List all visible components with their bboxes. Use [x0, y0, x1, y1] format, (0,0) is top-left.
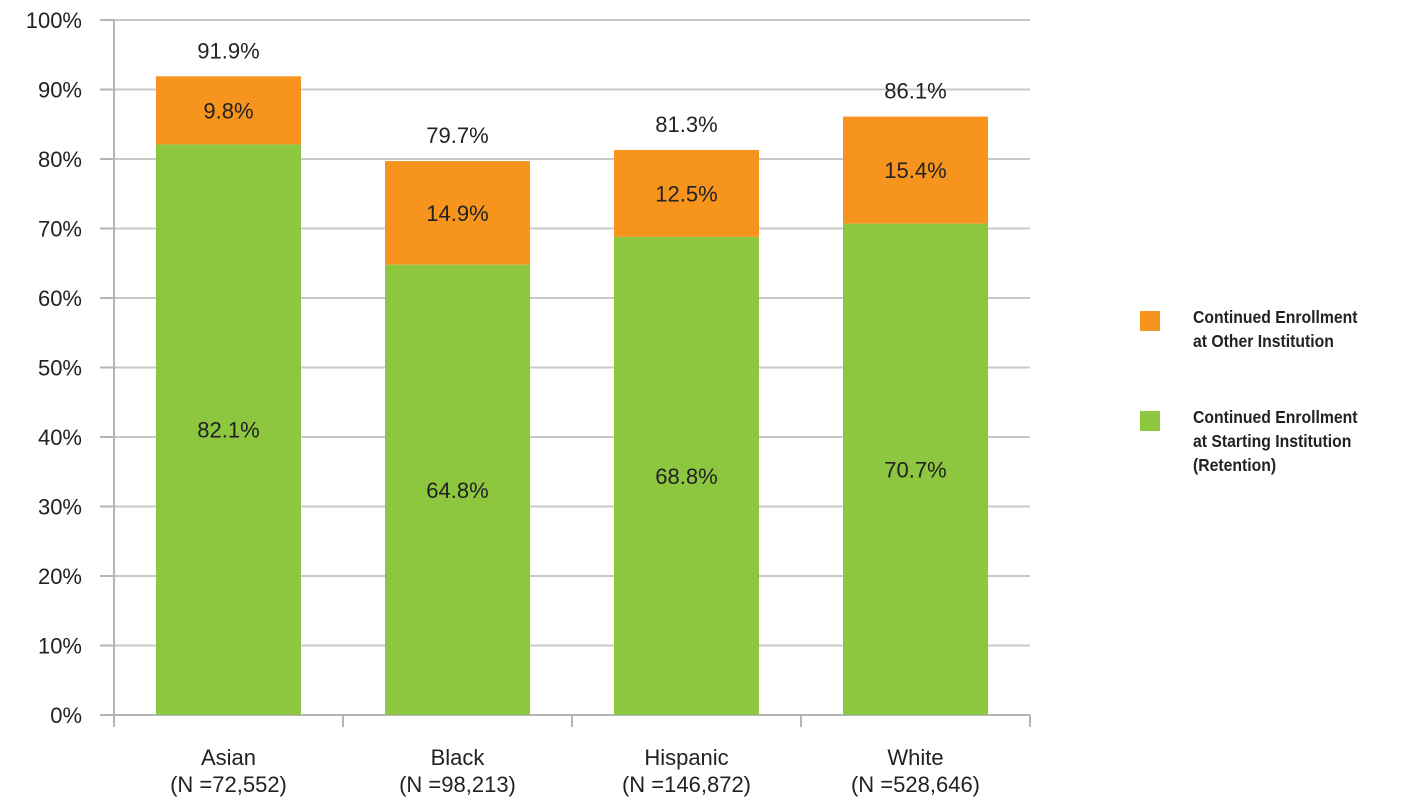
- y-tick-label: 50%: [38, 356, 82, 381]
- legend-label-other-institution: Continued Enrollment at Other Institutio…: [1193, 307, 1358, 351]
- x-category-sublabel: (N =72,552): [170, 772, 287, 797]
- bar-segment-starting-institution: [385, 264, 530, 715]
- legend-item-starting-institution: Continued Enrollment at Starting Institu…: [1140, 405, 1425, 505]
- legend-swatch-other-institution: [1140, 311, 1160, 331]
- bar-segment-other-institution: [614, 149, 759, 237]
- bars: [156, 76, 988, 715]
- data-label-other-institution: 15.4%: [884, 158, 946, 183]
- data-label-total: 91.9%: [197, 38, 259, 63]
- x-category-label: Hispanic: [644, 745, 728, 770]
- bar-segment-starting-institution: [614, 236, 759, 715]
- x-category-label: Black: [431, 745, 486, 770]
- y-tick-label: 100%: [26, 8, 82, 33]
- legend-label-starting-institution: Continued Enrollment at Starting Institu…: [1193, 407, 1358, 475]
- y-tick-label: 70%: [38, 217, 82, 242]
- data-label-total: 81.3%: [655, 112, 717, 137]
- stacked-bar-chart: 0% 10% 20% 30% 40% 50% 60% 70% 80% 90% 100% 82.1% 9…: [26, 8, 1031, 797]
- data-label-total: 86.1%: [884, 79, 946, 104]
- data-label-other-institution: 12.5%: [655, 181, 717, 206]
- legend: Continued Enrollment at Other Institutio…: [1140, 305, 1425, 505]
- y-tick-label: 40%: [38, 425, 82, 450]
- y-tick-label: 20%: [38, 564, 82, 589]
- bar-segment-other-institution: [385, 161, 530, 265]
- legend-swatch-starting-institution: [1140, 411, 1160, 431]
- data-label-starting-institution: 82.1%: [197, 418, 259, 443]
- data-label-starting-institution: 64.8%: [426, 478, 488, 503]
- y-tick-label: 10%: [38, 634, 82, 659]
- data-label-other-institution: 14.9%: [426, 201, 488, 226]
- bar-segment-other-institution: [843, 116, 988, 224]
- data-labels: 82.1% 9.8% 91.9% Asian(N =72,552) 64.8% 14.9%…: [170, 38, 980, 797]
- data-label-other-institution: 9.8%: [203, 98, 253, 123]
- bar-segment-starting-institution: [156, 144, 301, 715]
- bar-segment-other-institution: [156, 76, 301, 145]
- y-tick-label: 60%: [38, 286, 82, 311]
- data-label-starting-institution: 68.8%: [655, 464, 717, 489]
- legend-item-other-institution: Continued Enrollment at Other Institutio…: [1140, 305, 1425, 405]
- y-tick-label: 0%: [50, 703, 82, 728]
- x-category-sublabel: (N =146,872): [622, 772, 751, 797]
- x-category-label: White: [887, 745, 943, 770]
- y-tick-label: 30%: [38, 495, 82, 520]
- data-label-total: 79.7%: [426, 123, 488, 148]
- bar-segment-starting-institution: [843, 223, 988, 715]
- x-category-sublabel: (N =98,213): [399, 772, 516, 797]
- x-category-sublabel: (N =528,646): [851, 772, 980, 797]
- y-tick-label: 90%: [38, 78, 82, 103]
- x-category-label: Asian: [201, 745, 256, 770]
- y-tick-label: 80%: [38, 147, 82, 172]
- axes: 0% 10% 20% 30% 40% 50% 60% 70% 80% 90% 100%: [26, 8, 1031, 728]
- data-label-starting-institution: 70.7%: [884, 457, 946, 482]
